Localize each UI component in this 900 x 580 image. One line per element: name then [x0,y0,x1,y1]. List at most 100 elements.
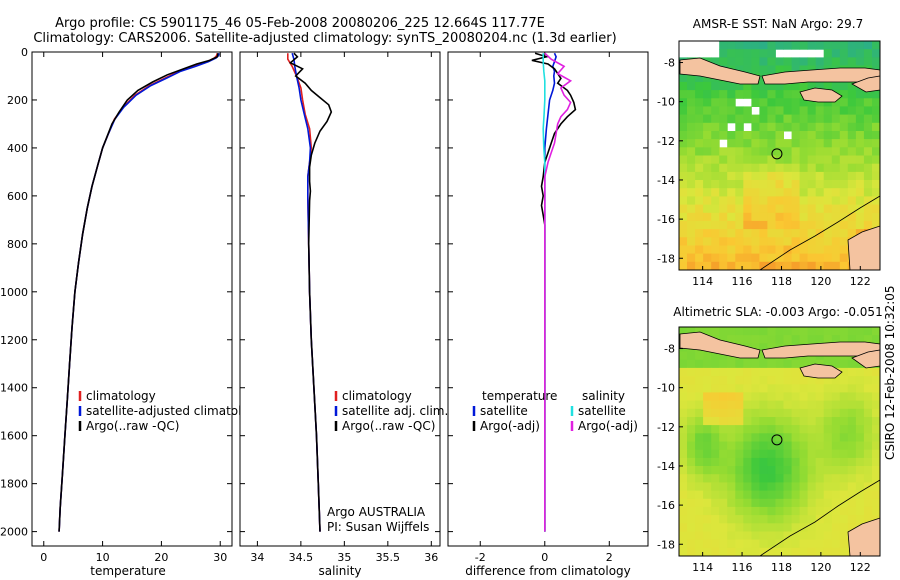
sla_map-cell [791,474,801,483]
sst_map-cell [839,229,849,238]
sst_map-cell [783,90,792,99]
sla_map-cell [815,523,825,532]
sst_map-cell [783,147,792,156]
sst_map-cell [687,212,696,222]
sla_map-cell [751,335,760,344]
sst_map-cell [727,171,736,181]
sst_map-cell [679,253,688,263]
sla_map-cell [711,457,720,467]
sst_map-cell [751,163,760,173]
sla_map-cell [711,417,720,426]
sla_map-cell [791,449,801,459]
sla_map-cell [751,433,760,442]
sla_map-cell [711,482,720,492]
sst_map-cell [823,163,833,173]
sst_map-cell [679,171,688,181]
sst_map-cell [791,204,801,214]
sla_map-cell [759,376,768,385]
sst_map-cell [855,204,865,214]
sla_map-cell [831,498,841,508]
sla_map-cell [831,466,841,475]
sla_map-cell [719,327,728,336]
csiro-timestamp: CSIRO 12-Feb-2008 10:32:05 [883,285,897,460]
sst_map-cell [775,114,784,124]
sst_map-cell [759,220,768,230]
sla_map-cell [687,433,696,442]
sla_map-cell [727,474,736,483]
sla_map-cell [783,523,792,532]
sst_map-cell [735,204,744,214]
sst_map-cell [847,204,857,214]
sst_map-cell [863,204,873,214]
sla_map-cell [727,498,736,508]
temperature-ytick-label: 200 [7,94,28,107]
sla_map-cell [847,392,857,402]
sst_map-cell [703,171,712,181]
sst_map-cell [679,90,688,99]
sst_map-cell [799,163,809,173]
sst_map-cell [679,139,688,148]
sst_map-cell [815,114,825,124]
temperature-ytick-label: 800 [7,238,28,251]
sla_map-cell [855,506,865,516]
sla_map-cell [783,506,792,516]
sst_map-cell [839,220,849,230]
sla_map-cell [831,457,841,467]
sla_map-cell [815,449,825,459]
sst_map-cell [743,131,752,140]
sla_map-cell [823,539,833,549]
sla_map-cell [735,384,744,393]
sla_map-cell [823,498,833,508]
sst_map-cell [872,139,881,148]
sst_map-cell [855,139,865,148]
sla_map-cell [815,498,825,508]
sla_map-cell [807,425,817,434]
sst_map-cell [872,188,881,197]
sst_map-cell [735,229,744,238]
sst_map-cell [775,41,784,50]
sla_map-cell [695,400,704,410]
sst_map-cell [719,196,728,206]
sla_map-cell [855,466,865,475]
sst_map-cell [791,122,801,132]
sst_map-cell [831,261,841,271]
sla_map-cell [799,327,809,336]
sst_map-cell [743,81,752,91]
sst_map-cell [711,220,720,230]
sla_map-cell [703,327,712,336]
sst_map-cell [775,253,784,263]
sla_map-cell [839,498,849,508]
sst_map-cell [855,57,865,67]
sst_map-cell [767,188,776,197]
sst_map-cell [767,163,776,173]
sla_map-ytick-label: -10 [657,382,675,395]
sla_map-cell [743,474,752,483]
sst_map-cell [791,188,801,197]
sla_map-cell [687,417,696,426]
sla_map-cell [775,433,784,442]
sla_map-cell [823,449,833,459]
sst_map-cell [759,98,768,107]
sst_map-cell [727,41,736,50]
sla_map-cell [783,335,792,344]
sst_map-cell [872,106,881,116]
sst_map-cell [791,229,801,238]
sst_map-cell [831,139,841,148]
sst_map-cell [695,147,704,156]
sst_map-cell [823,245,833,255]
sla_map-cell [831,547,841,557]
sla_map-cell [791,457,801,467]
sla_map-cell [743,539,752,549]
sla_map-cell [751,523,760,532]
difference-xtick-label: 0 [541,551,548,564]
sst_map-cell [719,131,728,140]
temperature-ytick-label: 400 [7,142,28,155]
sst_map-cell [743,147,752,156]
sla_map-cell [703,367,712,377]
sst_map-cell [743,57,752,67]
sla_map-cell [719,376,728,385]
sst_map-cell [751,245,760,255]
sla_map-cell [872,482,881,492]
sla_map-cell [759,400,768,410]
